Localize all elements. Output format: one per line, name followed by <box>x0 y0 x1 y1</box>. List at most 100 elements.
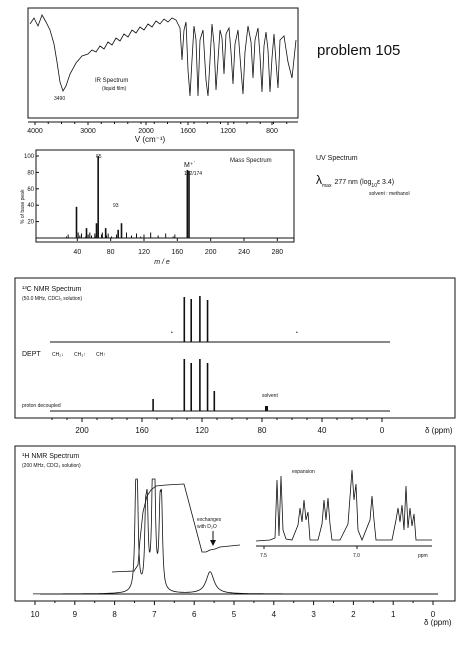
h1-axis-label-2: 2 <box>351 610 356 619</box>
uv-log-sub: 10 <box>371 183 377 189</box>
c13-dept-ch: CH↑ <box>96 352 106 358</box>
c13-axis-label-0: 0 <box>380 426 385 435</box>
c13-dept-ch3: CH₃↑ <box>74 352 86 358</box>
ms-ytick-label-60: 60 <box>27 187 34 193</box>
ir-xlabel: V (cm⁻¹) <box>135 135 166 144</box>
ms-bars <box>36 156 294 239</box>
h1-axis-label-4: 4 <box>272 610 277 619</box>
c13-conditions: (50.0 MHz, CDCl₃ solution) <box>22 296 82 302</box>
ms-xtick-label-80: 80 <box>107 249 115 256</box>
h1-expansion-trace <box>255 469 432 542</box>
ms-xtick-label-240: 240 <box>238 249 250 256</box>
h1-conditions: (200 MHz, CDCl₃ solution) <box>22 463 81 469</box>
h1-axis-label-8: 8 <box>112 610 117 619</box>
ms-minor-bar <box>101 234 102 238</box>
c13-dept-peaks <box>183 296 209 342</box>
ir-tick-label-1200: 1200 <box>220 128 236 135</box>
ms-frame <box>35 149 295 243</box>
ms-bar-93 <box>120 223 123 238</box>
h1-expansion-inset: expansion 7.5 7.0 ppm <box>255 469 432 559</box>
ms-xlabel: m / e <box>154 259 170 266</box>
c13-axis-unit: δ (ppm) <box>425 426 453 435</box>
ms-minor-bar <box>101 232 103 238</box>
ms-x-ticks: 40 80 120 160 200 240 280 <box>73 238 283 256</box>
h1-frame <box>14 445 456 602</box>
ir-tick-label-2000: 2000 <box>138 128 154 135</box>
ms-minor-bar <box>106 235 107 238</box>
h1-exchanges-line1: exchanges <box>197 517 222 523</box>
ir-tick-label-4000: 4000 <box>27 128 43 135</box>
uv-lambda: λ <box>316 173 322 187</box>
h1-axis-label-3: 3 <box>311 610 316 619</box>
h1-axis: 10 9 8 7 6 5 4 3 2 1 0 <box>30 600 440 619</box>
ms-ytick-label-80: 80 <box>27 170 34 176</box>
ms-minor-bar <box>150 232 152 238</box>
ms-bar-89 <box>117 229 119 238</box>
h1-expansion-unit: ppm <box>418 553 428 559</box>
ms-y-ticks: 100 80 60 40 20 <box>24 154 39 226</box>
ms-minor-bar <box>87 234 89 238</box>
ms-minor-bar <box>79 235 81 238</box>
ms-minor-bar <box>91 235 92 238</box>
mass-spectrum-panel: Mass Spectrum % of base peak 100 80 60 40 20… <box>20 149 295 266</box>
h1-axis-label-6: 6 <box>192 610 197 619</box>
h1-trace <box>33 478 435 595</box>
ms-minor-bar <box>67 234 69 238</box>
ir-tick-label-800: 800 <box>266 128 278 135</box>
ms-xtick-label-40: 40 <box>73 249 81 256</box>
ms-minor-bar <box>94 233 96 238</box>
uv-value: 277 nm (log <box>334 179 371 186</box>
ms-minor-bar <box>81 233 82 238</box>
ir-axis-ticks: 4000 3000 2000 1600 1200 800 <box>27 122 288 135</box>
c13-decoupled-peaks <box>152 359 268 411</box>
problem-title: problem 105 <box>317 42 400 59</box>
ms-ylabel: % of base peak <box>20 189 26 224</box>
ms-bar-65 <box>97 156 99 238</box>
ms-bar-39 <box>75 206 78 238</box>
ms-minor-bar <box>136 233 137 238</box>
ms-title: Mass Spectrum <box>230 158 272 164</box>
c13-axis-label-40: 40 <box>318 426 327 435</box>
h1-axis-label-10: 10 <box>31 610 40 619</box>
uv-line: λmax 277 nm (log10ε 3.4) <box>316 173 394 189</box>
h1-expansion-tick-label-75: 7.5 <box>260 553 267 559</box>
ms-bar-74 <box>104 228 107 238</box>
ms-minor-bar <box>107 233 109 238</box>
h1-axis-label-0: 0 <box>431 610 436 619</box>
ms-minor-bar <box>77 232 79 238</box>
h1-axis-label-1: 1 <box>391 610 396 619</box>
c13-solvent-label: solvent <box>262 393 278 399</box>
ms-label-mplus-value: 172/174 <box>184 171 202 177</box>
uv-title: UV Spectrum <box>316 155 358 162</box>
ms-bar-51 <box>85 228 88 238</box>
ir-tick-label-1600: 1600 <box>180 128 196 135</box>
ms-minor-bar <box>174 234 176 238</box>
uv-eps: ε 3.4) <box>377 179 394 186</box>
uv-solvent: solvent : methanol <box>369 191 410 197</box>
ms-ytick-label-20: 20 <box>27 220 34 226</box>
ms-minor-bar <box>157 235 159 238</box>
h1-exchanges-line2: with D₂O <box>197 524 217 530</box>
h1-axis-label-9: 9 <box>73 610 78 619</box>
ms-ytick-label-40: 40 <box>27 203 34 209</box>
c13-axis-label-200: 200 <box>75 426 89 435</box>
ms-minor-bar <box>172 236 174 238</box>
c13-axis-label-160: 160 <box>135 426 149 435</box>
ms-label-93: 93 <box>113 203 119 209</box>
ms-minor-bar <box>131 235 132 238</box>
h1-nmr-panel: ¹H NMR Spectrum (200 MHz, CDCl₃ solution… <box>14 445 456 627</box>
ir-spectrum-panel: IR Spectrum (liquid film) 3490 4000 3000 2… <box>27 7 299 144</box>
h1-axis-label-7: 7 <box>152 610 157 619</box>
ms-minor-bar <box>143 234 145 238</box>
ir-trace <box>29 14 297 97</box>
c13-nmr-panel: ¹³C NMR Spectrum (50.0 MHz, CDCl₃ soluti… <box>14 277 456 435</box>
ms-minor-bar <box>85 236 87 238</box>
c13-proton-decoupled-label: proton decoupled <box>22 403 61 409</box>
ms-label-65: 65 <box>96 154 102 160</box>
ms-bar-172 <box>186 169 189 238</box>
ms-label-mplus: M⁺˙ <box>184 161 196 169</box>
c13-title: ¹³C NMR Spectrum <box>22 286 82 293</box>
uv-lambda-sub: max <box>322 183 332 189</box>
